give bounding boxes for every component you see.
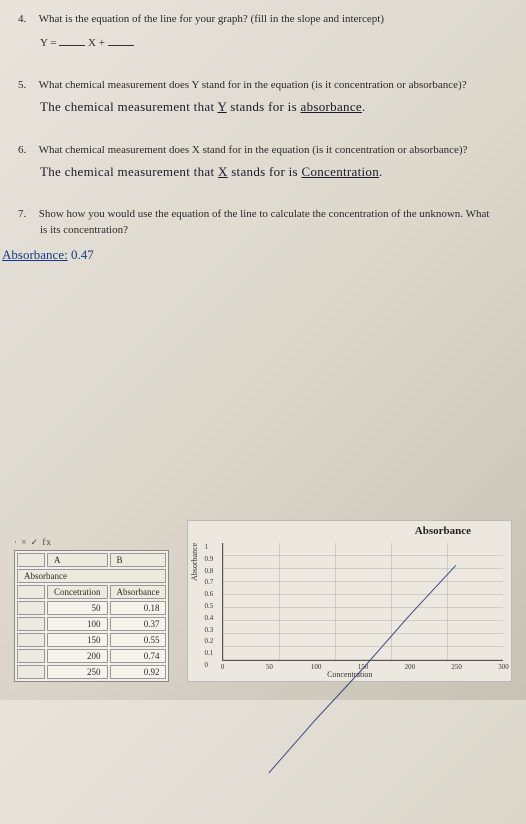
table-title: Absorbance <box>17 569 166 583</box>
q7-text: Show how you would use the equation of t… <box>39 208 490 236</box>
ytick: 0.5 <box>204 602 213 610</box>
q4-text: What is the equation of the line for you… <box>39 13 384 25</box>
q5-val: absorbance <box>301 99 362 114</box>
absorbance-chart: Absorbance Absorbance Concentration 0 0.1… <box>187 520 512 682</box>
q6-x: X <box>218 164 228 179</box>
q7-val: 0.47 <box>71 247 94 262</box>
q5-text: What chemical measurement does Y stand f… <box>39 79 467 91</box>
q4-num: 4. <box>18 12 36 28</box>
ytick: 0.7 <box>204 578 213 586</box>
xtick: 0 <box>221 663 225 671</box>
question-4: 4. What is the equation of the line for … <box>40 12 498 52</box>
xtick: 300 <box>498 663 509 671</box>
table-row: 500.18 <box>17 601 166 615</box>
xtick: 250 <box>451 663 462 671</box>
chart-xlabel: Concentration <box>327 670 372 679</box>
fx-row: · × ✓ fx <box>14 537 169 548</box>
spreadsheet-block: · × ✓ fx A B Absorbance Concetration Abs… <box>14 537 169 682</box>
ytick: 0.2 <box>204 637 213 645</box>
data-table: A B Absorbance Concetration Absorbance 5… <box>14 550 169 682</box>
col-b: B <box>110 553 167 567</box>
ytick: 0.6 <box>204 590 213 598</box>
ytick: 1 <box>204 543 208 551</box>
cell: 0.55 <box>110 633 167 647</box>
bottom-area: · × ✓ fx A B Absorbance Concetration Abs… <box>14 520 512 682</box>
cell: 100 <box>47 617 108 631</box>
ytick: 0.9 <box>204 555 213 563</box>
eq-y: Y = <box>40 37 57 49</box>
hdr-abs: Absorbance <box>110 585 167 599</box>
ytick: 0.8 <box>204 567 213 575</box>
question-5: 5. What chemical measurement does Y stan… <box>40 78 498 117</box>
q7-answer: Absorbance: 0.47 <box>2 247 498 263</box>
q6-num: 6. <box>18 143 36 159</box>
cell: 50 <box>47 601 108 615</box>
q6-val: Concentration <box>301 164 379 179</box>
ytick: 0 <box>204 661 208 669</box>
eq-x: X + <box>88 37 105 49</box>
cell: 0.92 <box>110 665 167 679</box>
q6-post: . <box>379 164 383 179</box>
q5-pre: The chemical measurement that <box>40 99 217 114</box>
table-row: 1000.37 <box>17 617 166 631</box>
table-row: 2000.74 <box>17 649 166 663</box>
xtick: 150 <box>358 663 369 671</box>
chart-ylabel: Absorbance <box>190 543 199 581</box>
q6-text: What chemical measurement does X stand f… <box>39 144 468 156</box>
q5-y: Y <box>217 99 226 114</box>
table-row: 2500.92 <box>17 665 166 679</box>
cell: 0.18 <box>110 601 167 615</box>
q5-mid: stands for is <box>227 99 301 114</box>
q7-num: 7. <box>18 207 36 223</box>
cell: 200 <box>47 649 108 663</box>
q5-post: . <box>362 99 366 114</box>
cell: 250 <box>47 665 108 679</box>
ytick: 0.1 <box>204 649 213 657</box>
ytick: 0.4 <box>204 614 213 622</box>
ytick: 0.3 <box>204 626 213 634</box>
q4-equation: Y = X + <box>40 34 498 52</box>
q6-answer: The chemical measurement that X stands f… <box>40 163 498 182</box>
q5-num: 5. <box>18 78 36 94</box>
xtick: 200 <box>405 663 416 671</box>
table-row: 1500.55 <box>17 633 166 647</box>
xtick: 50 <box>266 663 273 671</box>
xtick: 100 <box>311 663 322 671</box>
slope-blank[interactable] <box>59 34 85 46</box>
question-7: 7. Show how you would use the equation o… <box>40 207 498 239</box>
chart-grid <box>222 543 503 661</box>
chart-title: Absorbance <box>415 525 471 537</box>
q6-pre: The chemical measurement that <box>40 164 218 179</box>
intercept-blank[interactable] <box>108 34 134 46</box>
question-6: 6. What chemical measurement does X stan… <box>40 143 498 182</box>
hdr-conc: Concetration <box>47 585 108 599</box>
q5-answer: The chemical measurement that Y stands f… <box>40 98 498 117</box>
q6-mid: stands for is <box>228 164 302 179</box>
cell: 150 <box>47 633 108 647</box>
q7-label: Absorbance: <box>2 247 68 262</box>
col-a: A <box>47 553 108 567</box>
cell: 0.37 <box>110 617 167 631</box>
cell: 0.74 <box>110 649 167 663</box>
